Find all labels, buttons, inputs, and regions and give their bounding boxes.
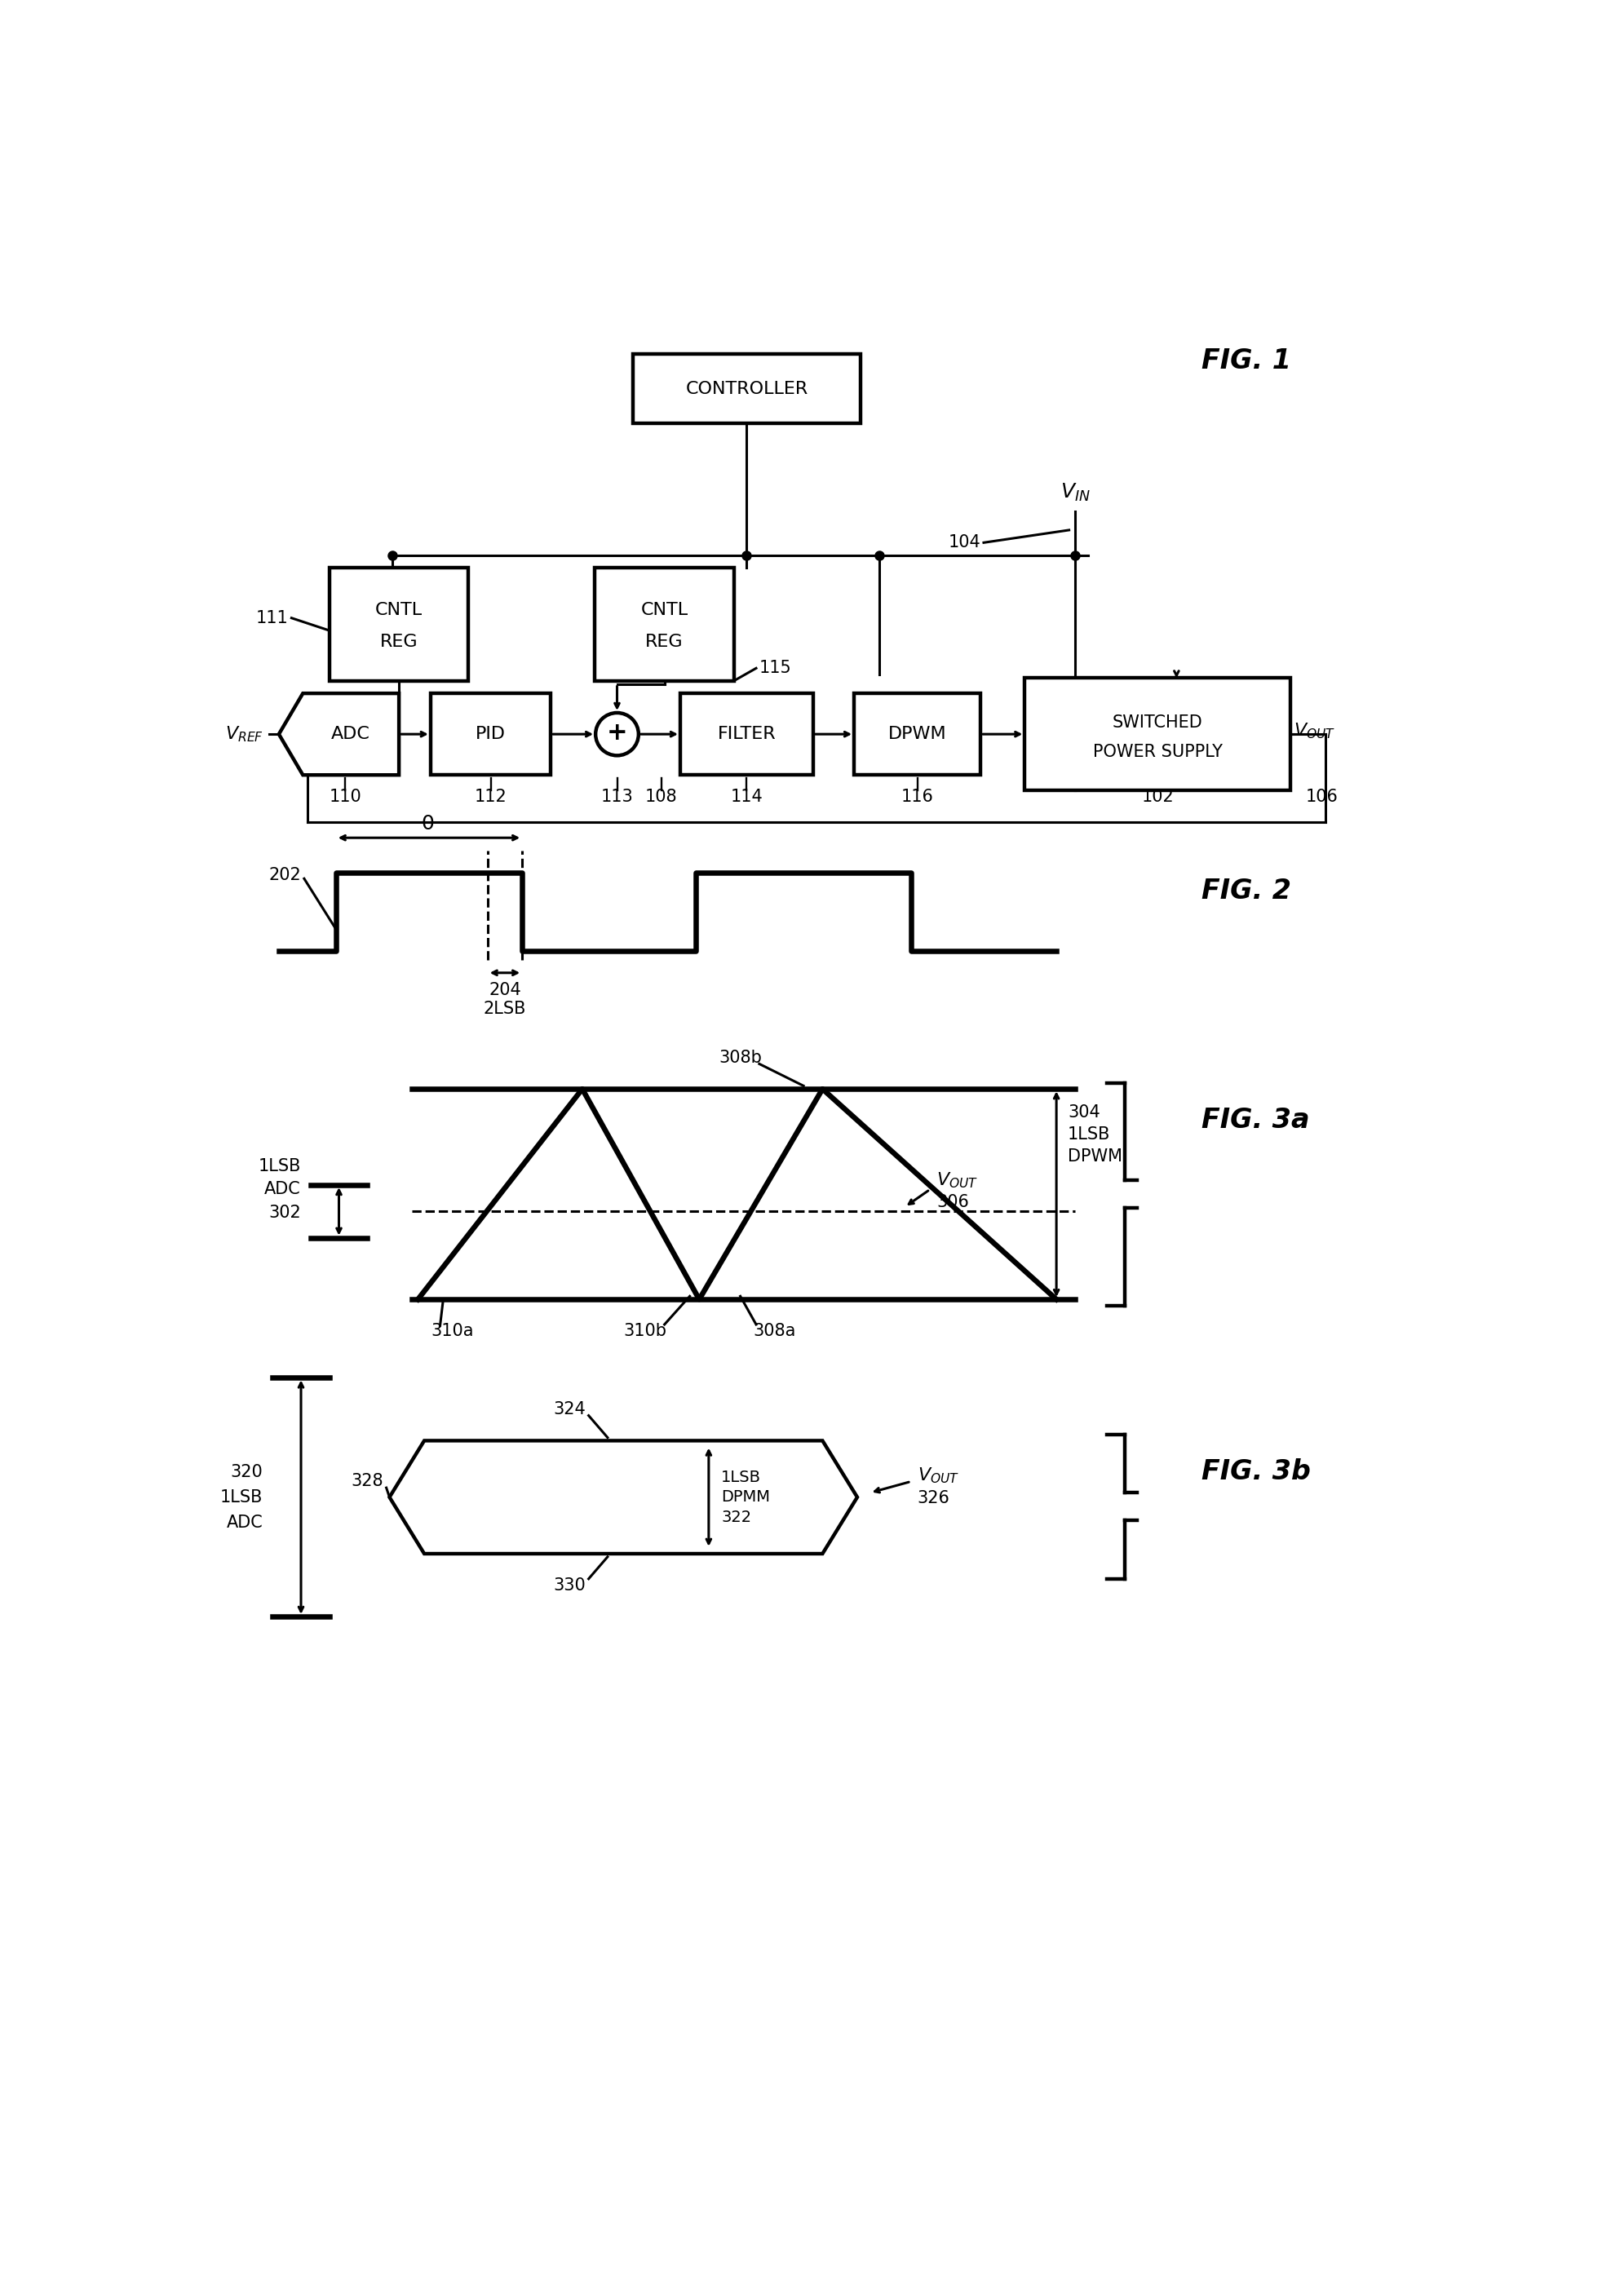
Text: 110: 110 [330,790,362,806]
Text: 112: 112 [474,790,507,806]
Text: 308b: 308b [719,1050,762,1066]
Text: 326: 326 [918,1490,950,1506]
Text: DPWM: DPWM [888,726,947,742]
Text: 108: 108 [645,790,677,806]
Text: 308a: 308a [754,1324,796,1340]
Text: +: + [607,721,627,744]
Text: CNTL: CNTL [641,602,689,618]
Text: FIG. 3a: FIG. 3a [1202,1107,1311,1134]
Bar [680,694,814,776]
Text: FIG. 1: FIG. 1 [1202,347,1291,374]
Text: 204: 204 [489,981,521,997]
Bar [330,568,468,680]
Text: DPMM: DPMM [721,1490,770,1504]
Text: 324: 324 [554,1401,586,1417]
Bar [633,354,861,422]
Text: PID: PID [476,726,505,742]
Bar [1025,678,1291,790]
Text: FIG. 2: FIG. 2 [1202,879,1291,904]
Text: 0: 0 [421,815,434,833]
Text: 202: 202 [268,867,300,883]
Text: 328: 328 [351,1474,383,1490]
Text: $V_{REF}$: $V_{REF}$ [226,726,263,744]
Text: 115: 115 [760,659,793,675]
Text: 116: 116 [901,790,934,806]
Text: 302: 302 [268,1205,300,1221]
Text: 1LSB: 1LSB [1067,1127,1111,1143]
Text: 114: 114 [731,790,763,806]
Text: 106: 106 [1306,790,1338,806]
Text: 1LSB: 1LSB [721,1470,762,1486]
Text: POWER SUPPLY: POWER SUPPLY [1093,744,1223,760]
Text: 330: 330 [554,1577,586,1593]
Text: 113: 113 [601,790,633,806]
Text: FILTER: FILTER [718,726,776,742]
Bar [594,568,734,680]
Text: REG: REG [380,634,417,650]
Text: FIG. 3b: FIG. 3b [1202,1458,1311,1486]
Text: 320: 320 [231,1465,263,1481]
Text: 1LSB: 1LSB [221,1490,263,1506]
Bar [854,694,981,776]
Text: 310a: 310a [430,1324,473,1340]
Text: 304: 304 [1067,1104,1099,1120]
Text: ADC: ADC [265,1182,300,1198]
Text: 306: 306 [937,1193,970,1209]
Text: 2LSB: 2LSB [484,1002,526,1018]
Bar [430,694,551,776]
Text: SWITCHED: SWITCHED [1112,714,1203,730]
Text: CNTL: CNTL [375,602,422,618]
Text: DPWM: DPWM [1067,1148,1122,1164]
Text: CONTROLLER: CONTROLLER [685,381,807,397]
Text: $V_{OUT}$: $V_{OUT}$ [918,1465,960,1486]
Text: ADC: ADC [331,726,370,742]
Text: $V_{IN}$: $V_{IN}$ [1060,482,1090,502]
Text: $V_{OUT}$: $V_{OUT}$ [937,1171,978,1189]
Text: 111: 111 [257,609,289,625]
Text: 104: 104 [948,534,981,550]
Text: ADC: ADC [227,1515,263,1531]
Text: 102: 102 [1142,790,1174,806]
Text: 310b: 310b [624,1324,667,1340]
Text: 1LSB: 1LSB [258,1157,300,1175]
Text: 322: 322 [721,1508,752,1524]
Text: REG: REG [645,634,684,650]
Text: $V_{OUT}$: $V_{OUT}$ [1293,721,1335,742]
